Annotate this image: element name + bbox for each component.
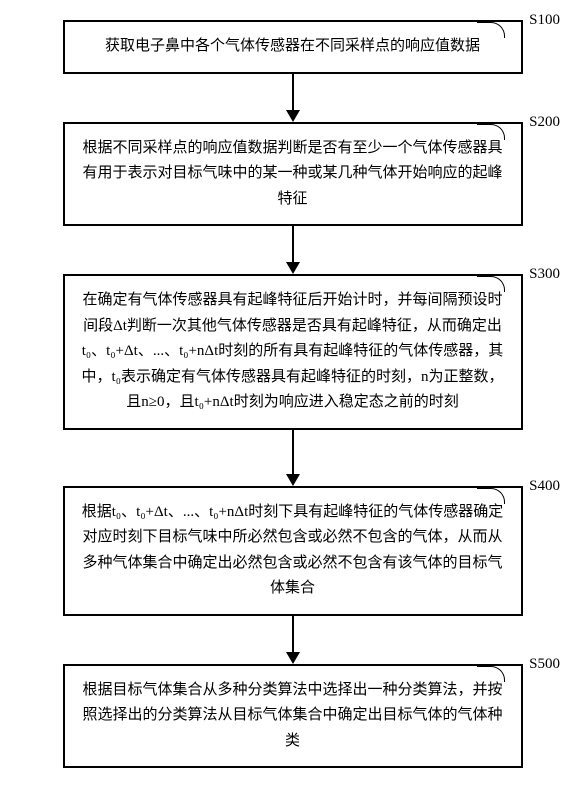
arrow-s200-s300 (286, 226, 300, 274)
step-s100: S100 获取电子鼻中各个气体传感器在不同采样点的响应值数据 (30, 20, 555, 74)
arrow-shaft (292, 74, 294, 110)
arrow-head-icon (286, 110, 300, 122)
step-box: 获取电子鼻中各个气体传感器在不同采样点的响应值数据 (63, 20, 523, 74)
step-box: 在确定有气体传感器具有起峰特征后开始计时，并每间隔预设时间段Δt判断一次其他气体… (63, 274, 523, 430)
step-s300: S300 在确定有气体传感器具有起峰特征后开始计时，并每间隔预设时间段Δt判断一… (30, 274, 555, 430)
step-s200: S200 根据不同采样点的响应值数据判断是否有至少一个气体传感器具有用于表示对目… (30, 122, 555, 227)
step-s500: S500 根据目标气体集合从多种分类算法中选择出一种分类算法，并按照选择出的分类… (30, 664, 555, 769)
step-s400: S400 根据t₀、t₀+Δt、...、t₀+nΔt时刻下具有起峰特征的气体传感… (30, 486, 555, 616)
arrow-s100-s200 (286, 74, 300, 122)
step-label: S100 (529, 12, 560, 29)
arrow-head-icon (286, 474, 300, 486)
step-box: 根据目标气体集合从多种分类算法中选择出一种分类算法，并按照选择出的分类算法从目标… (63, 664, 523, 769)
arrow-shaft (292, 616, 294, 652)
step-label: S400 (529, 478, 560, 495)
arrow-shaft (292, 430, 294, 474)
step-label: S300 (529, 266, 560, 283)
arrow-shaft (292, 226, 294, 262)
step-box: 根据t₀、t₀+Δt、...、t₀+nΔt时刻下具有起峰特征的气体传感器确定对应… (63, 486, 523, 616)
step-box: 根据不同采样点的响应值数据判断是否有至少一个气体传感器具有用于表示对目标气味中的… (63, 122, 523, 227)
step-label: S200 (529, 114, 560, 131)
arrow-s300-s400 (286, 430, 300, 486)
flowchart-container: S100 获取电子鼻中各个气体传感器在不同采样点的响应值数据 S200 根据不同… (30, 20, 555, 768)
arrow-s400-s500 (286, 616, 300, 664)
arrow-head-icon (286, 652, 300, 664)
step-label: S500 (529, 656, 560, 673)
arrow-head-icon (286, 262, 300, 274)
